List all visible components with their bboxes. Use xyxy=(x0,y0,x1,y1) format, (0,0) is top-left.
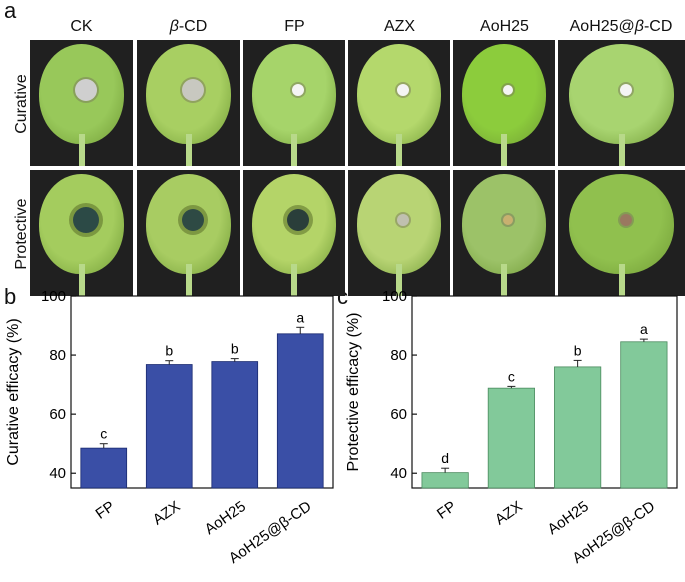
column-label-aoh25-beta-cd: AoH25@β-CD xyxy=(569,18,673,35)
panel-letter-a: a xyxy=(4,0,17,23)
significance-letter: d xyxy=(441,450,449,466)
leaf-photo-protective-fp xyxy=(243,170,345,296)
plot-frame xyxy=(70,295,334,489)
row-label-curative: Curative xyxy=(13,74,30,134)
leaf-stem xyxy=(618,263,625,296)
plot-frame xyxy=(411,295,678,489)
y-axis-label: Protective efficacy (%) xyxy=(345,313,362,472)
y-tick-label: 60 xyxy=(390,406,407,423)
leaf-stem xyxy=(501,133,507,166)
leaf-stem xyxy=(78,263,85,296)
y-tick-label: 40 xyxy=(390,465,407,482)
leaf-stem xyxy=(501,263,507,296)
y-tick-label: 80 xyxy=(49,347,66,364)
panel-letter-c: c xyxy=(337,284,348,309)
lesion-spot xyxy=(181,78,204,101)
y-tick-label: 100 xyxy=(41,288,66,305)
lesion-spot xyxy=(181,208,204,231)
y-tick-label: 80 xyxy=(390,347,407,364)
leaf-photo-curative-fp xyxy=(243,40,345,166)
significance-letter: b xyxy=(165,343,173,359)
leaf-photo-protective-aoh25-beta-cd xyxy=(558,170,685,296)
lesion-spot xyxy=(292,83,304,96)
bar-FP xyxy=(80,447,128,489)
x-tick-label: FP xyxy=(434,498,459,523)
significance-letter: c xyxy=(508,368,515,384)
column-label-azx: AZX xyxy=(383,18,416,35)
y-tick-label: 40 xyxy=(49,465,66,482)
leaf-stem xyxy=(185,133,192,166)
significance-letter: a xyxy=(296,309,304,325)
leaf-photo-curative-ck xyxy=(30,40,133,166)
panel-letter-b: b xyxy=(4,284,17,309)
leaf-stem xyxy=(396,133,402,166)
leaf-stem xyxy=(396,263,402,296)
leaf-photo-curative-beta-cd xyxy=(137,40,240,166)
leaf-photo-protective-beta-cd xyxy=(137,170,240,296)
lesion-spot xyxy=(397,83,409,96)
lesion-spot xyxy=(503,84,513,95)
column-label-fp: FP xyxy=(284,18,305,35)
curative-efficacy-chart: 406080100cFPbAZXbAoH25aAoH25@β-CDCurativ… xyxy=(5,288,334,567)
lesion-spot xyxy=(619,83,632,96)
y-tick-label: 100 xyxy=(382,288,407,305)
lesion-spot xyxy=(287,208,309,231)
leaf-stem xyxy=(291,263,297,296)
leaf-photo-curative-aoh25 xyxy=(453,40,555,166)
leaf-photo-curative-aoh25-beta-cd xyxy=(558,40,685,166)
protective-efficacy-chart: 406080100dFPcAZXbAoH25aAoH25@β-CDProtect… xyxy=(345,288,678,567)
lesion-spot xyxy=(72,206,99,233)
significance-letter: b xyxy=(574,342,582,358)
leaf-stem xyxy=(185,263,192,296)
bar-FP xyxy=(421,472,469,489)
bar-AoH25@β-CD xyxy=(620,341,668,489)
leaf-photo-protective-ck xyxy=(30,170,133,296)
column-label-aoh25: AoH25 xyxy=(480,18,529,35)
significance-letter: a xyxy=(640,321,648,337)
bar-AoH25@β-CD xyxy=(276,333,324,489)
x-tick-label: AZX xyxy=(492,498,526,529)
bar-AZX xyxy=(145,364,193,489)
leaf-photo-protective-azx xyxy=(348,170,450,296)
bar-AZX xyxy=(487,387,535,489)
significance-letter: b xyxy=(231,341,239,357)
bar-AoH25 xyxy=(554,366,602,489)
leaf-stem xyxy=(618,133,625,166)
leaf-stem xyxy=(78,133,85,166)
column-label-beta-cd: β-CD xyxy=(169,18,208,35)
significance-letter: c xyxy=(100,426,107,442)
y-axis-label: Curative efficacy (%) xyxy=(5,318,22,465)
column-label-ck: CK xyxy=(70,18,93,35)
x-tick-label: AZX xyxy=(150,498,184,529)
leaf-photo-grid: CK β-CD FP AZX AoH25 AoH25@β-CD Curative… xyxy=(13,18,685,296)
lesion-spot xyxy=(503,214,513,225)
x-tick-label: AoH25 xyxy=(545,498,592,538)
y-tick-label: 60 xyxy=(49,406,66,423)
lesion-spot xyxy=(619,213,632,226)
bar-AoH25 xyxy=(211,361,259,489)
lesion-spot xyxy=(397,213,409,226)
lesion-spot xyxy=(74,78,97,101)
x-tick-label: FP xyxy=(93,498,118,523)
leaf-stem xyxy=(291,133,297,166)
leaf-photo-curative-azx xyxy=(348,40,450,166)
leaf-photo-protective-aoh25 xyxy=(453,170,555,296)
row-label-protective: Protective xyxy=(13,198,30,270)
x-tick-label: AoH25 xyxy=(202,498,249,538)
